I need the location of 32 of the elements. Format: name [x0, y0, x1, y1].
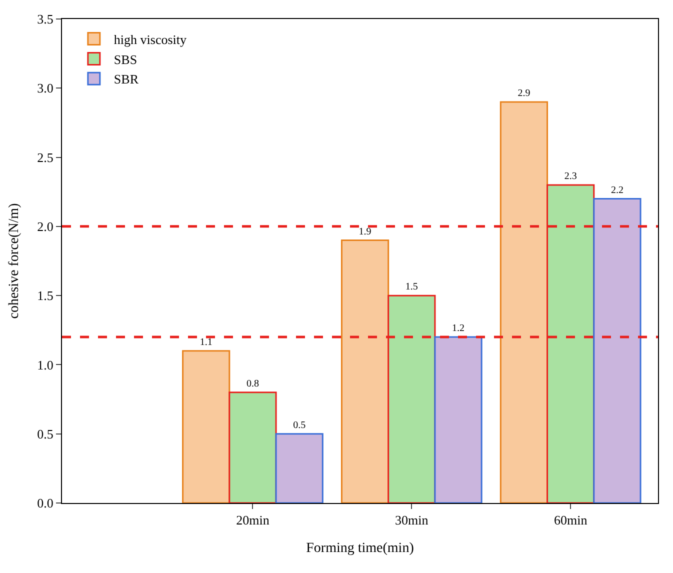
data-label: 2.9 — [518, 88, 530, 99]
y-axis-title: cohesive force(N/m) — [6, 202, 22, 319]
data-label: 2.3 — [564, 170, 577, 182]
data-label: 2.2 — [610, 184, 624, 196]
data-label: 1.5 — [405, 282, 418, 293]
bar — [182, 350, 230, 503]
data-label: 0.8 — [246, 378, 259, 390]
bar — [275, 433, 324, 503]
data-label: 1.1 — [200, 336, 212, 348]
data-label: 1.9 — [358, 226, 372, 238]
legend-label: SBR — [114, 72, 139, 87]
y-tick-label: 3.5 — [37, 12, 54, 27]
bar — [434, 336, 482, 503]
y-tick-label: 3.0 — [37, 80, 54, 96]
x-tick-label: 30min — [395, 512, 429, 528]
y-tick-label: 1.0 — [37, 357, 54, 372]
x-tick-label: 60min — [554, 512, 588, 528]
x-tick-label: 20min — [236, 512, 270, 528]
legend-label: SBS — [114, 52, 138, 67]
x-axis-title: Forming time(min) — [306, 540, 414, 556]
data-label: 1.2 — [452, 323, 465, 334]
bar — [228, 392, 277, 503]
y-tick-label: 2.0 — [37, 218, 54, 234]
bar — [500, 101, 548, 503]
y-tick-label: 0.0 — [37, 496, 54, 511]
bar — [593, 198, 642, 503]
bar — [340, 240, 390, 503]
data-label: 0.5 — [293, 420, 306, 431]
y-tick-label: 0.5 — [37, 426, 54, 442]
y-tick-label: 2.5 — [37, 150, 54, 165]
legend-label: high viscosity — [114, 32, 188, 47]
y-tick-label: 1.5 — [37, 288, 54, 304]
